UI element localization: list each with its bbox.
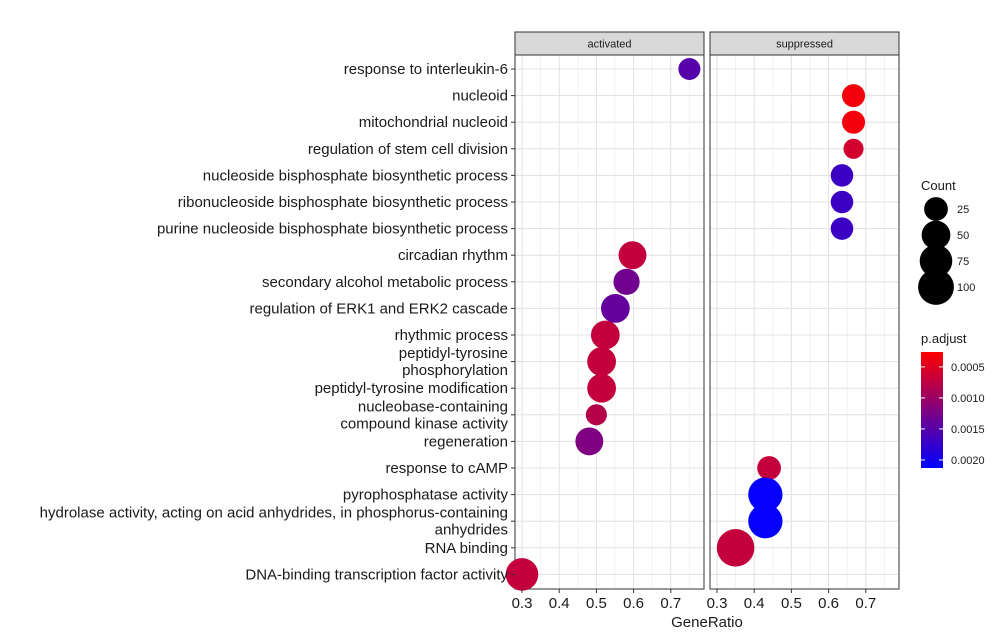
legend-size-key: [919, 244, 953, 278]
data-point: [505, 558, 539, 591]
panel-suppressed: suppressed: [709, 31, 900, 590]
data-point: [748, 504, 783, 539]
strip-label: activated: [587, 39, 631, 51]
data-point: [843, 138, 864, 159]
y-tick-label: peptidyl-tyrosine modification: [315, 380, 508, 397]
x-tick-label: 0.7: [855, 595, 876, 612]
panel-activated: activated: [514, 31, 705, 590]
legend-size-label: 50: [957, 230, 969, 242]
x-tick-label: 0.4: [549, 595, 570, 612]
data-point: [830, 164, 854, 187]
data-point: [587, 347, 616, 376]
y-tick-label: hydrolase activity, acting on acid anhyd…: [40, 505, 508, 539]
legend-size-label: 25: [957, 204, 969, 216]
legend-size-key: [921, 220, 951, 250]
y-tick-label: circadian rhythm: [398, 247, 508, 264]
y-tick-label: nucleobase-containing compound kinase act…: [340, 398, 508, 432]
data-point: [590, 320, 620, 350]
data-point: [748, 477, 783, 512]
legend-size-label: 100: [957, 282, 975, 294]
x-tick-label: 0.5: [586, 595, 607, 612]
x-tick-label: 0.5: [781, 595, 802, 612]
legend-color-label: 0.0015: [951, 424, 985, 436]
panels: activated suppressed: [505, 31, 900, 591]
data-point: [600, 294, 630, 323]
y-tick-label: nucleoid: [452, 88, 508, 105]
strip-label: suppressed: [776, 39, 833, 51]
y-tick-label: secondary alcohol metabolic process: [262, 274, 508, 291]
y-tick-label: nucleoside bisphosphate biosynthetic pro…: [203, 167, 508, 184]
y-axis-labels: response to interleukin-6 nucleoid mitocho…: [40, 61, 515, 583]
x-tick-label: 0.4: [744, 595, 765, 612]
data-point: [757, 456, 781, 480]
y-tick-label: response to cAMP: [385, 460, 508, 477]
y-tick-label: RNA binding: [425, 540, 508, 557]
y-tick-label: purine nucleoside bisphosphate biosynthe…: [157, 221, 508, 238]
x-axis: 0.3 0.4 0.5 0.6 0.7 0.3 0.4 0.5 0.6 0.7: [512, 589, 876, 612]
legend-size-key: [918, 269, 954, 305]
legend-color-title: p.adjust: [921, 331, 967, 346]
strip-suppressed: [709, 31, 900, 56]
y-tick-label: ribonucleoside bisphosphate biosynthetic…: [178, 194, 508, 211]
y-tick-label: rhythmic process: [395, 327, 508, 344]
x-tick-label: 0.3: [707, 595, 728, 612]
legend-size-title: Count: [921, 178, 956, 193]
x-tick-label: 0.7: [660, 595, 681, 612]
data-point: [618, 241, 647, 270]
x-tick-label: 0.3: [512, 595, 533, 612]
data-point: [575, 427, 604, 456]
legend-size-key: [924, 197, 948, 221]
x-tick-label: 0.6: [623, 595, 644, 612]
data-point: [841, 84, 866, 108]
data-point: [678, 58, 701, 80]
legend-color-label: 0.0020: [951, 455, 985, 467]
legend-color-label: 0.0010: [951, 393, 985, 405]
strip-activated: [514, 31, 705, 56]
y-tick-label: DNA-binding transcription factor activit…: [245, 566, 508, 583]
x-axis-title: GeneRatio: [671, 614, 743, 631]
legend-colorbar: [921, 352, 943, 468]
data-point: [716, 529, 755, 567]
panel-background: [710, 55, 899, 589]
data-point: [841, 110, 866, 134]
y-tick-label: pyrophosphatase activity: [343, 487, 509, 504]
data-point: [830, 217, 854, 240]
data-point: [585, 404, 607, 426]
data-point: [613, 268, 640, 295]
y-tick-label: regeneration: [424, 433, 508, 450]
y-tick-label: regulation of stem cell division: [308, 141, 508, 158]
x-tick-label: 0.6: [818, 595, 839, 612]
y-tick-label: peptidyl-tyrosine phosphorylation: [399, 345, 508, 379]
data-point: [587, 373, 616, 403]
data-point: [830, 190, 854, 214]
y-tick-label: response to interleukin-6: [344, 61, 508, 78]
y-tick-label: regulation of ERK1 and ERK2 cascade: [250, 300, 509, 317]
legend-color-label: 0.0005: [951, 362, 985, 374]
y-tick-label: mitochondrial nucleoid: [359, 114, 508, 131]
legend-size-label: 75: [957, 256, 969, 268]
